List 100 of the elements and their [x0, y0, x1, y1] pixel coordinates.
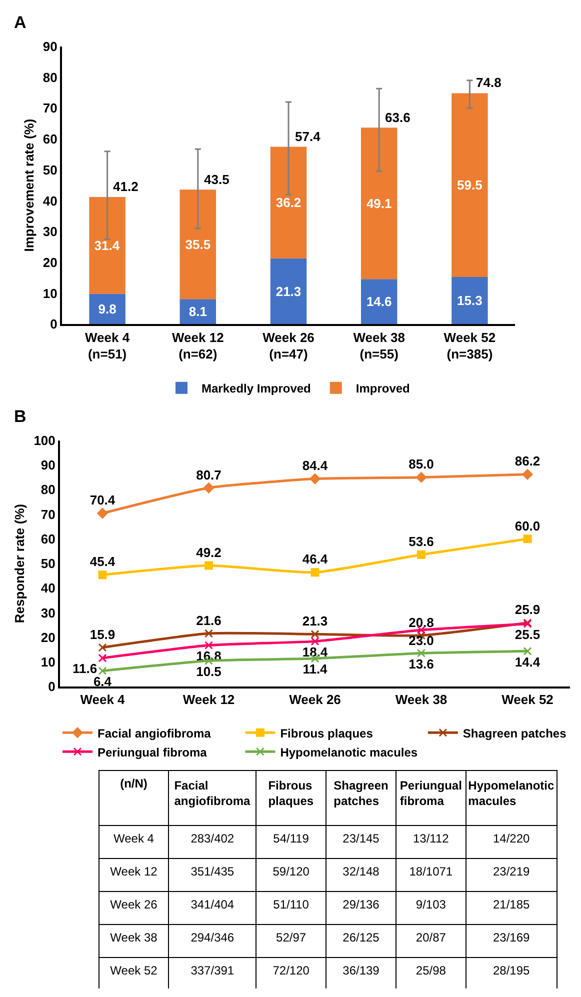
text: 294/346	[190, 930, 234, 944]
y-tick-label: 80	[40, 482, 56, 498]
data-label: 60.0	[514, 518, 540, 534]
legend-label: Periungual fibroma	[98, 745, 208, 760]
text: 14/220	[492, 831, 530, 846]
legend-label: Shagreen patches	[462, 726, 567, 740]
point	[98, 570, 107, 580]
point	[98, 666, 107, 676]
text: 351/435	[190, 864, 234, 878]
y-tick-label: 10	[40, 654, 56, 670]
data-label: 23.0	[408, 633, 434, 648]
legend-label: Markedly Improved	[202, 382, 311, 396]
y-tick-label: 40	[42, 193, 58, 208]
data-label: 20.8	[408, 614, 434, 630]
point	[523, 646, 532, 656]
point	[203, 482, 214, 494]
bar	[89, 197, 126, 294]
point	[98, 654, 107, 662]
bar	[270, 146, 307, 258]
text: 29/136	[342, 897, 380, 912]
chart-title: B	[14, 407, 26, 426]
data-label: 45.4	[90, 554, 116, 570]
bar	[89, 294, 126, 324]
category-label: Hypomelanotic macules	[468, 778, 554, 808]
category-label: Week 26	[110, 897, 158, 912]
bar	[452, 276, 488, 324]
text: 52/97	[276, 930, 306, 944]
legend-label: Improved	[356, 382, 410, 396]
data-label: 49.1	[366, 196, 392, 211]
bar	[452, 93, 488, 277]
data-label: 53.6	[408, 534, 434, 550]
y-tick-label: 90	[42, 38, 58, 54]
data-label: 14.4	[514, 654, 541, 670]
category-label: Fibrous plaques	[268, 778, 314, 808]
category-label: Week 4	[113, 831, 154, 846]
data-label: 13.6	[408, 656, 434, 672]
text: 51/110	[273, 897, 309, 912]
total-label: 63.6	[385, 110, 410, 125]
y-tick-label: 20	[40, 630, 56, 645]
category-label: Week 38	[110, 930, 158, 944]
legend-label: Fibrous plaques	[280, 726, 374, 740]
data-label: 25.9	[514, 602, 540, 618]
text: 283/402	[190, 831, 234, 846]
y-tick-label: 70	[42, 100, 58, 116]
y-tick-label: 0	[50, 316, 58, 332]
bar	[360, 279, 398, 324]
text: 36/139	[342, 963, 380, 978]
data-label: 35.5	[185, 236, 211, 252]
data-label: 70.4	[90, 492, 116, 508]
text: 72/120	[272, 963, 310, 978]
y-tick-label: 50	[42, 162, 58, 178]
category-label: Week 12	[110, 864, 158, 878]
data-label: 18.4	[302, 644, 328, 660]
data-label: 21.3	[276, 284, 302, 299]
x-tick-label: Week 4	[80, 692, 126, 708]
bar	[180, 190, 216, 300]
total-label: 57.4	[295, 129, 322, 144]
data-label: 21.6	[196, 612, 222, 628]
data-label: 15.9	[90, 626, 116, 642]
y-tick-label: 30	[42, 224, 58, 240]
bar	[270, 258, 307, 324]
text: 26/125	[342, 930, 380, 944]
legend-label: Facial angiofibroma	[98, 726, 212, 740]
y-axis-title: Improvement rate (%)	[21, 118, 36, 252]
text: 9/103	[416, 897, 446, 912]
point	[310, 637, 320, 646]
text: 21/185	[492, 897, 530, 912]
x-tick-label: Week 26	[289, 692, 341, 708]
data-label: 10.5	[196, 664, 222, 679]
y-axis-title: Responder rate (%)	[12, 504, 28, 624]
y-tick-label: 20	[42, 254, 58, 270]
point	[522, 469, 533, 480]
text: 20/87	[416, 930, 446, 944]
text: 337/391	[190, 963, 234, 978]
data-label: 80.7	[196, 467, 222, 482]
data-label: 8.1	[188, 304, 207, 320]
chart-title: A	[14, 13, 26, 32]
y-tick-label: 30	[40, 605, 56, 620]
category-label: Periungual fibroma	[400, 778, 462, 808]
text: 23/145	[342, 831, 380, 846]
legend-label: Hypomelanotic macules	[280, 745, 418, 760]
x-tick-label: Week 52	[502, 692, 554, 708]
y-tick-label: 10	[42, 286, 58, 301]
text: 28/195	[492, 963, 530, 978]
data-label: 85.0	[408, 456, 434, 472]
x-tick-label: Week 12 (n=62)	[172, 330, 224, 362]
point	[417, 550, 426, 559]
data-label: 25.5	[514, 626, 540, 642]
data-label: 21.3	[302, 614, 328, 629]
x-tick-label: Week 26 (n=47)	[262, 330, 314, 362]
text: 13/112	[413, 831, 449, 846]
y-tick-label: 60	[42, 132, 58, 147]
y-tick-label: 80	[42, 70, 58, 85]
point	[310, 473, 320, 484]
x-tick-label: Week 38 (n=55)	[353, 330, 405, 362]
bar	[360, 128, 398, 280]
data-label: 46.4	[302, 552, 328, 567]
y-tick-label: 0	[48, 679, 56, 694]
text: 18/1071	[409, 864, 453, 878]
data-label: 15.3	[457, 293, 482, 308]
